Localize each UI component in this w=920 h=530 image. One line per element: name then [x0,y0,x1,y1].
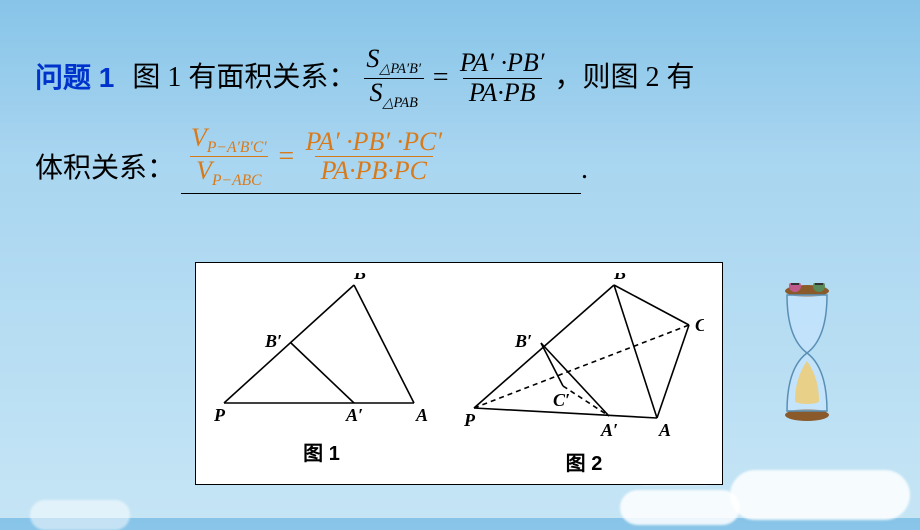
cloud-decoration [730,470,910,520]
diagram-2-svg: P A B C A′ B′ C′ [464,273,704,438]
cloud-decoration [620,490,740,525]
content-area: 问题 1 图 1 有面积关系： S△PA′B′ S△PAB = PA′ ·PB′… [35,45,900,194]
equals-1: = [431,56,450,101]
svg-text:A: A [658,420,671,438]
text-part1a: 图 1 有面积关系： [132,56,356,101]
volume-lhs-fraction: VP−A′B′C′ VP−ABC [185,124,273,190]
svg-text:P: P [464,410,476,430]
svg-text:B: B [613,273,626,283]
area-lhs-fraction: S△PA′B′ S△PAB [360,45,427,112]
text-part1b: ，则图 2 有 [554,56,694,101]
svg-text:B: B [353,273,366,283]
svg-text:C: C [695,315,704,335]
volume-rhs-fraction: PA′ ·PB′ ·PC′ PA·PB·PC [300,128,448,186]
diagram-2-caption: 图 2 [464,447,704,476]
svg-text:A: A [415,405,428,425]
svg-text:B′: B′ [264,331,282,351]
line-2: 体积关系： VP−A′B′C′ VP−ABC = PA′ ·PB′ ·PC′ P… [35,122,900,195]
svg-text:B′: B′ [514,331,532,351]
area-rhs-fraction: PA′ ·PB′ PA·PB [454,49,551,107]
equals-2: = [277,141,296,173]
svg-text:C′: C′ [553,390,570,410]
cloud-decoration [30,500,130,530]
diagram-1: P A B A′ B′ 图 1 [214,273,429,476]
svg-text:A′: A′ [345,405,363,425]
answer-underline: VP−A′B′C′ VP−ABC = PA′ ·PB′ ·PC′ PA·PB·P… [181,122,581,195]
diagrams-panel: P A B A′ B′ 图 1 P A B C A′ B′ C′ 图 2 [195,262,723,485]
diagram-2: P A B C A′ B′ C′ 图 2 [464,273,704,476]
svg-text:A′: A′ [600,420,618,438]
diagram-1-caption: 图 1 [214,437,429,466]
question-label: 问题 1 [35,56,114,101]
diagram-1-svg: P A B A′ B′ [214,273,429,428]
text-part2a: 体积关系： [35,146,175,186]
line-1: 问题 1 图 1 有面积关系： S△PA′B′ S△PAB = PA′ ·PB′… [35,45,900,112]
text-part2b: . [581,154,588,186]
svg-text:P: P [214,405,226,425]
hourglass-decoration [765,283,850,428]
